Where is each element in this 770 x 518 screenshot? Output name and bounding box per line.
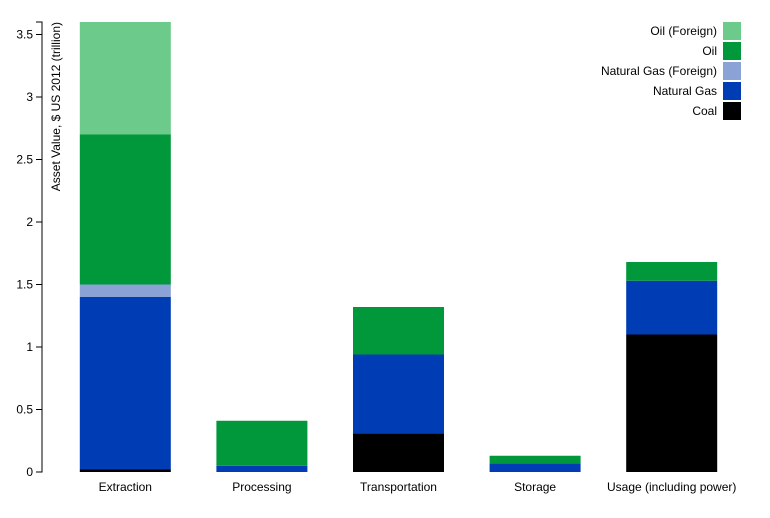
bar-segment: [353, 354, 444, 434]
bar-segment: [79, 134, 171, 285]
bar-segment: [216, 465, 308, 472]
legend-item: Oil: [702, 42, 741, 60]
legend-item: Natural Gas: [653, 82, 741, 100]
bar-segment: [489, 463, 581, 472]
legend-label: Oil: [702, 44, 717, 58]
x-axis: Extraction Processing Transportation Storag…: [99, 480, 737, 494]
legend-label: Coal: [692, 104, 717, 118]
y-tick-label: 0: [26, 465, 33, 479]
x-tick-label: Extraction: [99, 480, 152, 494]
y-axis: 0 0.5 1 1.5 2 2.5 3 3.5: [16, 21, 43, 479]
legend-label: Natural Gas (Foreign): [601, 64, 717, 78]
x-tick-label: Processing: [232, 480, 291, 494]
bar-segment: [353, 433, 444, 472]
bar-stack: [353, 307, 444, 472]
legend-item: Oil (Foreign): [650, 22, 741, 40]
y-axis-line: [36, 21, 43, 473]
bars: [79, 22, 718, 472]
y-tick-label: 2: [26, 215, 33, 229]
bar-segment: [216, 420, 308, 466]
legend-item: Coal: [692, 102, 741, 120]
y-tick-label: 2.5: [16, 153, 33, 167]
x-tick-label: Storage: [514, 480, 556, 494]
legend-swatch: [723, 82, 741, 100]
x-tick-label: Usage (including power): [607, 480, 736, 494]
bar-segment: [79, 297, 171, 470]
legend-label: Natural Gas: [653, 84, 717, 98]
legend-swatch: [723, 42, 741, 60]
legend-label: Oil (Foreign): [650, 24, 717, 38]
bar-segment: [626, 280, 718, 335]
bar-stack: [489, 455, 581, 472]
y-tick-label: 1.5: [16, 278, 33, 292]
legend-swatch: [723, 102, 741, 120]
bar-stack: [216, 420, 308, 472]
bar-segment: [79, 22, 171, 135]
legend: Oil (Foreign) Oil Natural Gas (Foreign) Nat…: [601, 22, 741, 120]
bar-segment: [626, 334, 718, 472]
legend-item: Natural Gas (Foreign): [601, 62, 741, 80]
bar-segment: [79, 469, 171, 472]
bar-segment: [626, 262, 718, 281]
legend-swatch: [723, 22, 741, 40]
bar-segment: [353, 307, 444, 355]
y-tick-label: 0.5: [16, 403, 33, 417]
y-axis-label: Asset Value, $ US 2012 (trillion): [49, 22, 63, 191]
bar-stack: [79, 22, 171, 472]
y-tick-label: 1: [26, 340, 33, 354]
y-tick-label: 3.5: [16, 28, 33, 42]
bar-segment: [489, 455, 581, 464]
y-tick-label: 3: [26, 90, 33, 104]
legend-swatch: [723, 62, 741, 80]
bar-stack: [626, 262, 718, 472]
x-tick-label: Transportation: [360, 480, 437, 494]
bar-segment: [79, 284, 171, 297]
